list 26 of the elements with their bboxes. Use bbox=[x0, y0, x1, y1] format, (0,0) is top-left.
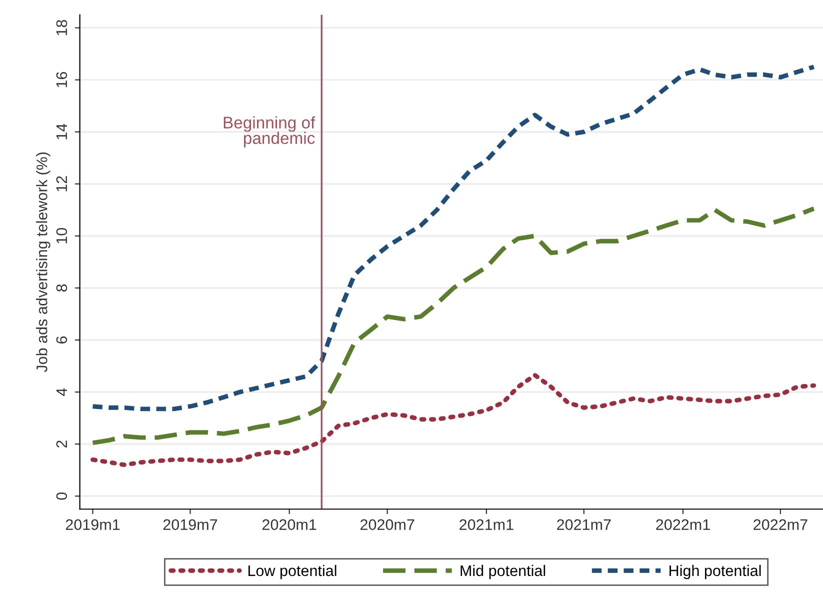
x-tick-label: 2021m1 bbox=[460, 519, 514, 530]
x-tick-label: 2020m1 bbox=[262, 519, 316, 530]
y-tick-label: 4 bbox=[56, 388, 67, 396]
x-tick-label: 2021m7 bbox=[557, 519, 611, 530]
y-tick-label: 6 bbox=[56, 336, 68, 344]
y-tick-label: 0 bbox=[56, 492, 68, 500]
y-tick-label: 16 bbox=[56, 72, 68, 88]
legend-label: Low potential bbox=[248, 564, 336, 580]
x-tick-label: 2019m7 bbox=[163, 519, 218, 530]
x-tick-label: 2020m7 bbox=[360, 519, 414, 530]
x-tick-label: 2019m1 bbox=[66, 519, 120, 530]
y-tick-label: 8 bbox=[56, 284, 68, 292]
ref-line-label: Beginning of pandemic bbox=[224, 116, 316, 148]
x-tick-label: 2022m1 bbox=[656, 519, 710, 530]
y-tick-label: 2 bbox=[56, 440, 67, 448]
y-tick-label: 14 bbox=[56, 124, 67, 140]
line-series bbox=[90, 64, 816, 412]
x-tick-label: 2022m7 bbox=[754, 519, 808, 530]
legend-label: High potential bbox=[670, 564, 761, 580]
y-axis-title: Job ads advertising telework (%) bbox=[36, 152, 50, 372]
y-tick-label: 10 bbox=[56, 228, 68, 244]
line-series bbox=[90, 206, 816, 445]
legend-label: Mid potential bbox=[460, 564, 546, 580]
y-tick-label: 18 bbox=[56, 20, 68, 36]
y-tick-label: 12 bbox=[56, 176, 67, 192]
line-series bbox=[90, 372, 816, 468]
